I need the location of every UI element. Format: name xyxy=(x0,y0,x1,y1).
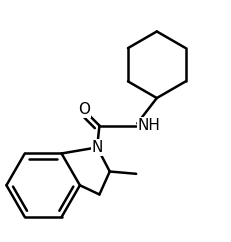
Text: O: O xyxy=(79,102,91,117)
Text: N: N xyxy=(91,140,103,155)
Text: NH: NH xyxy=(137,118,160,133)
